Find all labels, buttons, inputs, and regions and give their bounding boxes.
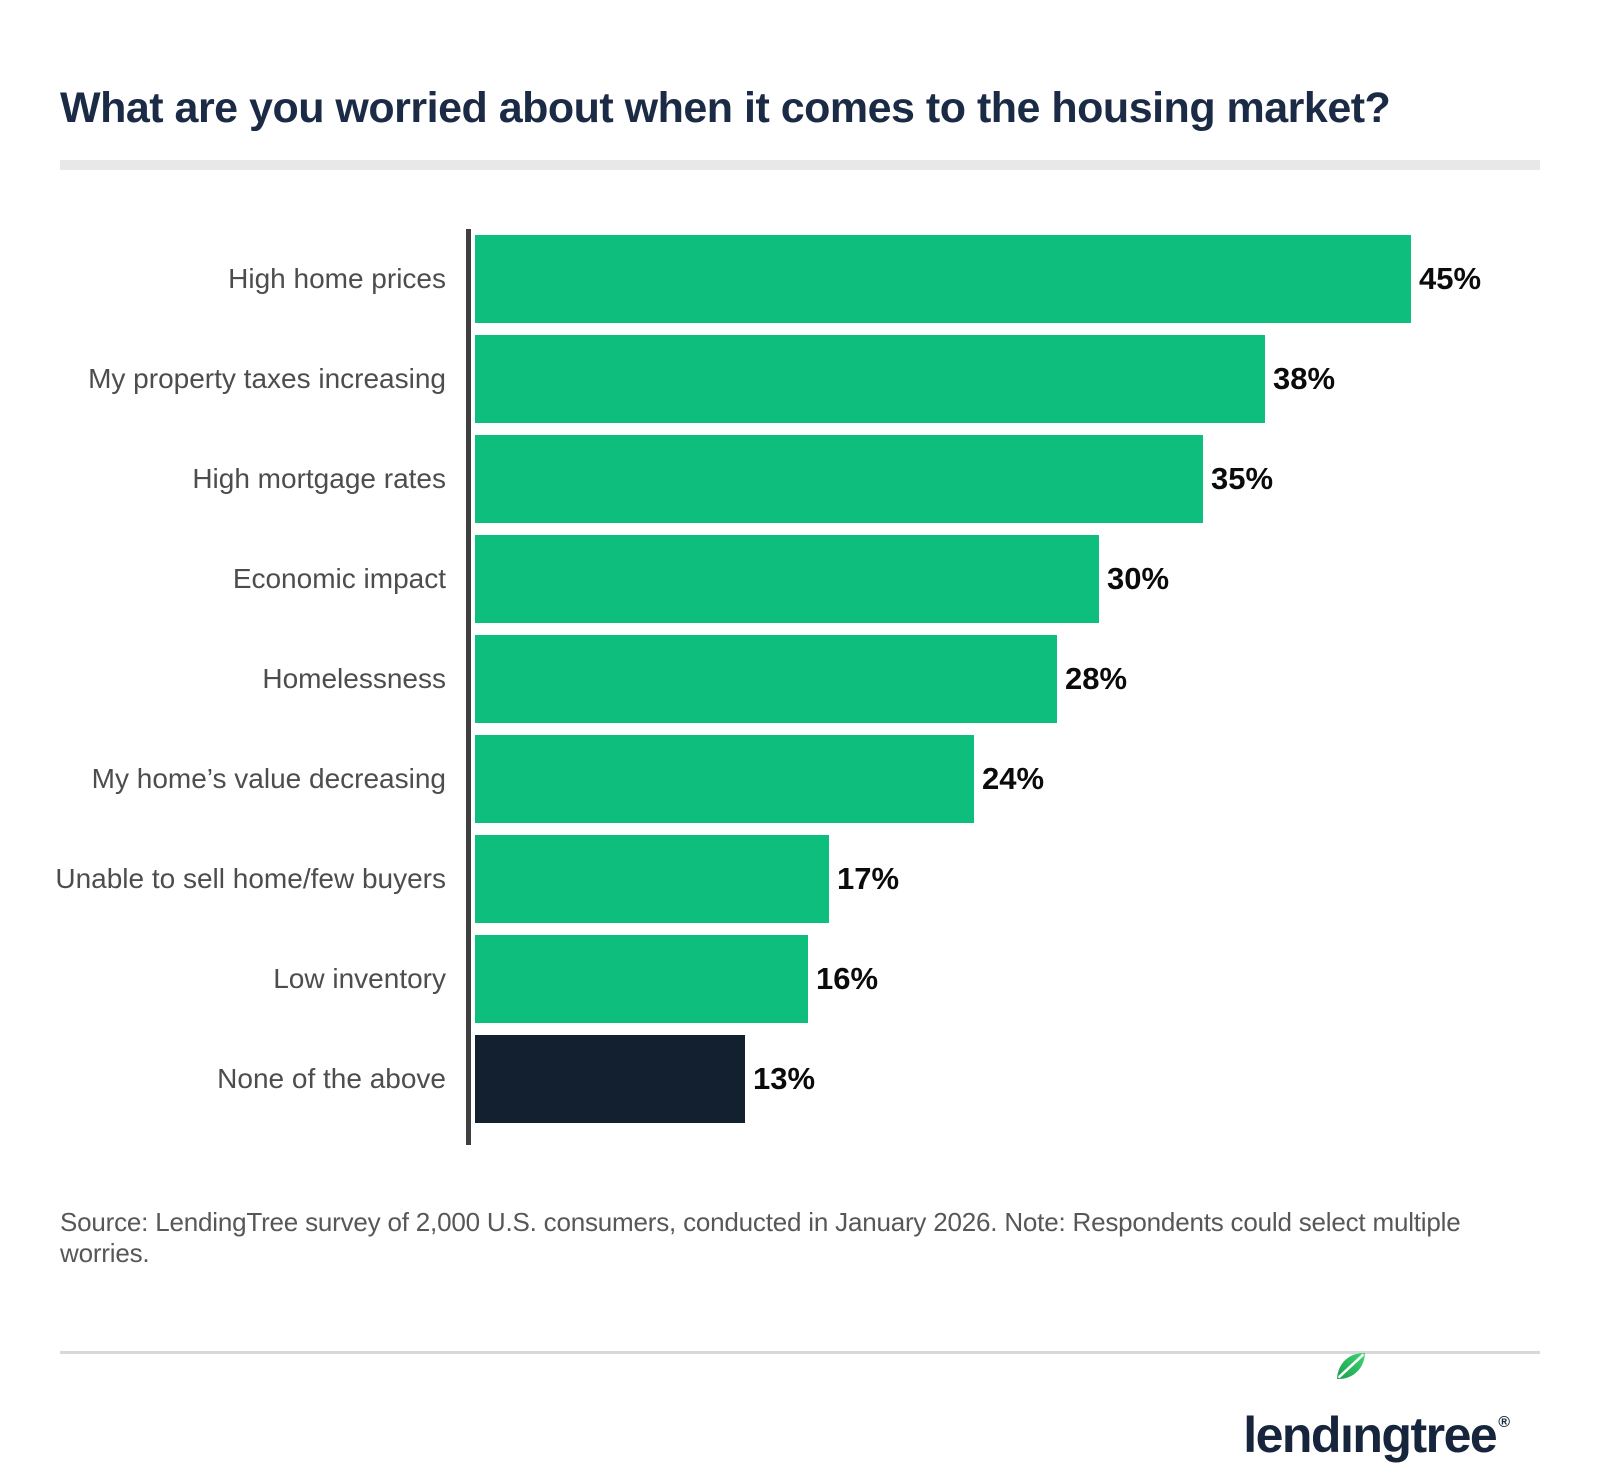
chart-row: Economic impact 30% [60, 535, 1540, 624]
logo-i-stem: ı [1339, 1407, 1354, 1464]
chart-row: High home prices 45% [60, 235, 1540, 324]
bar [475, 735, 974, 824]
category-label: My property taxes increasing [88, 363, 446, 395]
bar-area: 45% [475, 235, 1540, 324]
bar-area: 35% [475, 435, 1540, 524]
y-axis-line [466, 229, 471, 1146]
chart-row: High mortgage rates 35% [60, 435, 1540, 524]
title-divider [60, 160, 1540, 171]
chart-row: My property taxes increasing 38% [60, 335, 1540, 424]
chart-rows: High home prices 45% My property taxes inc… [55, 235, 1540, 1124]
chart-row: Low inventory 16% [60, 935, 1540, 1024]
value-label: 24% [982, 761, 1045, 797]
category-label: My home’s value decreasing [91, 763, 446, 795]
bar-area: 17% [475, 835, 1540, 924]
chart-row: None of the above 13% [60, 1035, 1540, 1124]
source-note: Source: LendingTree survey of 2,000 U.S.… [60, 1207, 1461, 1269]
value-label: 16% [816, 961, 879, 997]
bar [475, 835, 829, 924]
lendingtree-logo[interactable]: lend ı ngtree ® [1243, 1353, 1510, 1464]
bar-area: 13% [475, 1035, 1540, 1124]
bar-area: 24% [475, 735, 1540, 824]
bar-area: 28% [475, 635, 1540, 724]
logo-i: ı [1337, 1353, 1365, 1464]
bar-chart: High home prices 45% My property taxes inc… [55, 229, 1540, 1146]
footer: lend ı ngtree ® [60, 1353, 1540, 1464]
value-label: 38% [1273, 361, 1336, 397]
category-label: None of the above [217, 1063, 446, 1095]
value-label: 45% [1419, 261, 1482, 297]
chart-row: Unable to sell home/few buyers 17% [55, 835, 1540, 924]
bar [475, 335, 1265, 424]
footer-divider [60, 1351, 1540, 1355]
category-label: Homelessness [262, 663, 446, 695]
bar [475, 535, 1099, 624]
bar [475, 435, 1203, 524]
value-label: 30% [1107, 561, 1170, 597]
bar-area: 30% [475, 535, 1540, 624]
value-label: 28% [1065, 661, 1128, 697]
page-title: What are you worried about when it comes… [60, 84, 1391, 132]
bar [475, 235, 1411, 324]
category-label: High mortgage rates [192, 463, 446, 495]
chart-row: My home’s value decreasing 24% [60, 735, 1540, 824]
bar-area: 16% [475, 935, 1540, 1024]
category-label: High home prices [228, 263, 446, 295]
logo-text-ngtree: ngtree [1352, 1407, 1497, 1464]
bar-area: 38% [475, 335, 1540, 424]
chart-row: Homelessness 28% [60, 635, 1540, 724]
bar [475, 935, 808, 1024]
category-label: Economic impact [232, 563, 446, 595]
value-label: 35% [1211, 461, 1274, 497]
value-label: 13% [753, 1061, 816, 1097]
bar [475, 635, 1057, 724]
logo-text-lend: lend [1243, 1407, 1341, 1464]
category-label: Low inventory [273, 963, 446, 995]
registered-mark: ® [1498, 1414, 1510, 1432]
category-label: Unable to sell home/few buyers [55, 863, 446, 895]
bar [475, 1035, 745, 1124]
leaf-icon [1337, 1353, 1365, 1380]
value-label: 17% [837, 861, 900, 897]
